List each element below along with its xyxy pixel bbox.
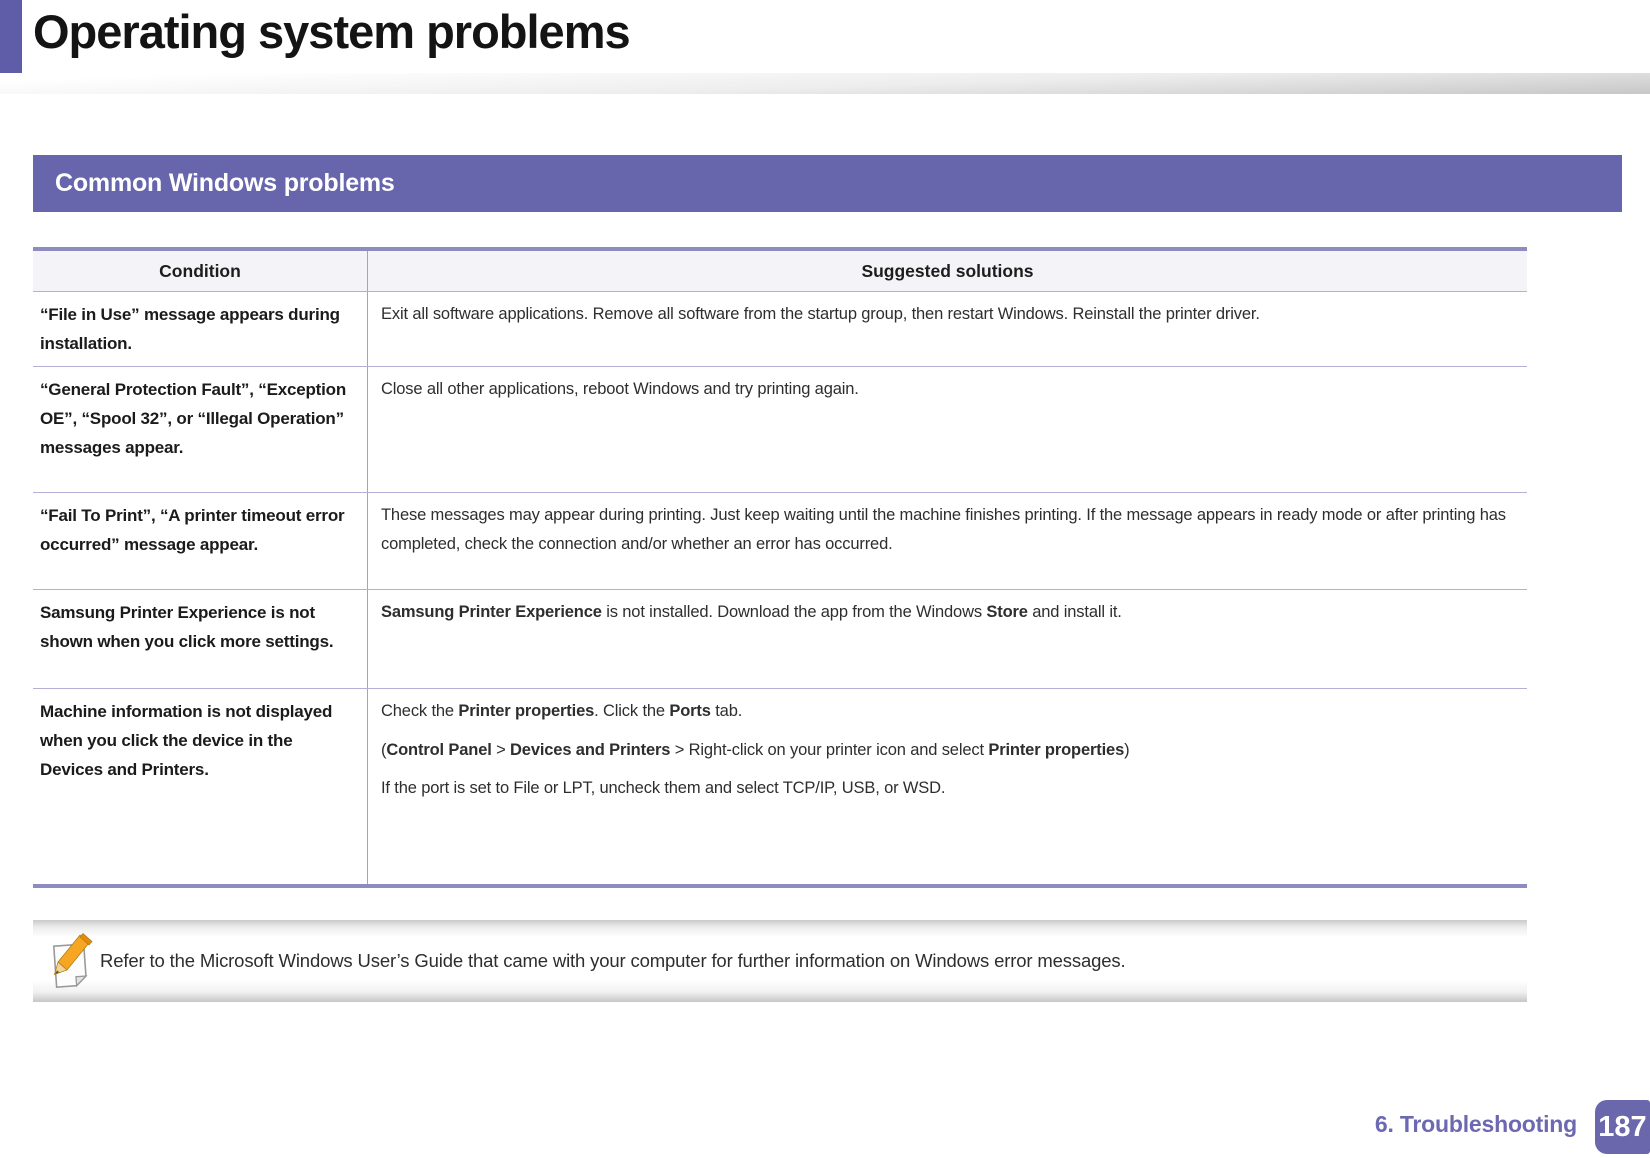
solution-cell: Samsung Printer Experience is not instal…: [367, 590, 1527, 688]
condition-cell: “General Protection Fault”, “Exception O…: [40, 380, 347, 457]
table-row: “Fail To Print”, “A printer timeout erro…: [33, 492, 1527, 589]
note-pencil-icon: [52, 933, 93, 988]
page-number-badge: 187: [1595, 1100, 1650, 1154]
column-header-solutions: Suggested solutions: [367, 251, 1527, 291]
solution-cell: Exit all software applications. Remove a…: [367, 292, 1527, 366]
problems-table: Condition Suggested solutions “File in U…: [33, 247, 1527, 888]
section-title: Common Windows problems: [55, 169, 395, 197]
solution-cell: Close all other applications, reboot Win…: [367, 367, 1527, 492]
section-header-bar: Common Windows problems: [33, 155, 1622, 212]
note-box: Refer to the Microsoft Windows User’s Gu…: [33, 920, 1527, 1002]
solution-cell: Check the Printer properties. Click the …: [367, 689, 1527, 884]
condition-cell: Samsung Printer Experience is not shown …: [40, 603, 334, 651]
table-row: Samsung Printer Experience is not shown …: [33, 589, 1527, 688]
title-shadow-band: [0, 73, 1650, 94]
page-title: Operating system problems: [33, 5, 631, 58]
table-row: Machine information is not displayed whe…: [33, 688, 1527, 884]
condition-cell: Machine information is not displayed whe…: [40, 702, 333, 779]
table-row: “File in Use” message appears during ins…: [33, 291, 1527, 366]
column-header-condition: Condition: [159, 260, 241, 281]
condition-cell: “Fail To Print”, “A printer timeout erro…: [40, 506, 345, 554]
note-text: Refer to the Microsoft Windows User’s Gu…: [100, 950, 1126, 971]
solution-cell: These messages may appear during printin…: [367, 493, 1527, 589]
footer-chapter-label: 6. Troubleshooting: [1374, 1111, 1577, 1137]
table-row: “General Protection Fault”, “Exception O…: [33, 366, 1527, 492]
left-accent-stripe: [0, 0, 22, 92]
condition-cell: “File in Use” message appears during ins…: [40, 305, 340, 353]
table-header-row: Condition Suggested solutions: [33, 251, 1527, 291]
page-number: 187: [1598, 1110, 1647, 1143]
